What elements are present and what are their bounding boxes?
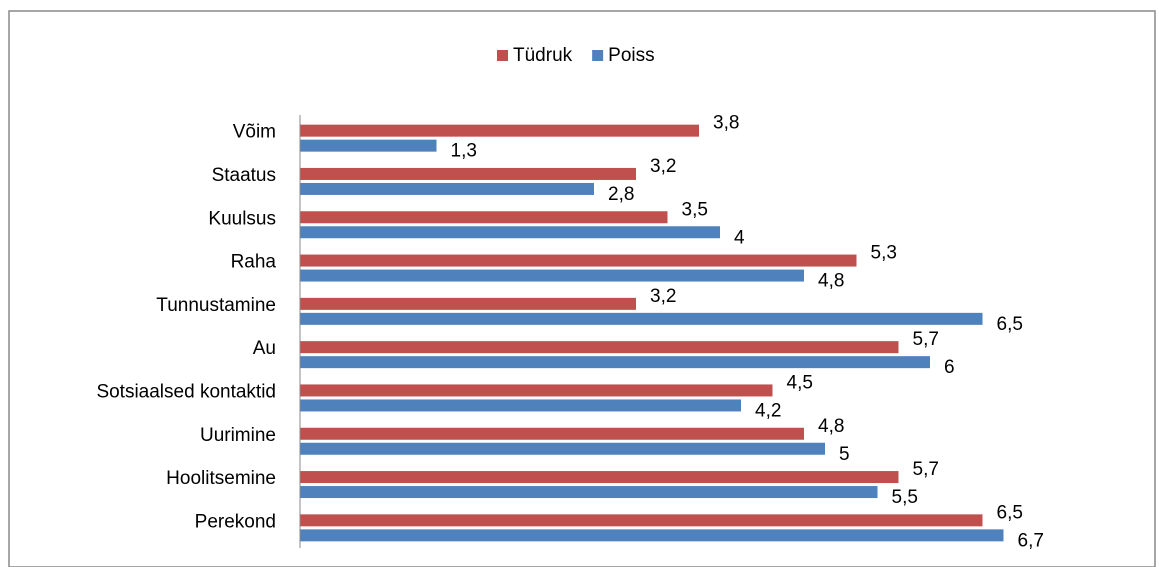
y-tick-label: Tunnustamine <box>156 295 276 316</box>
bar <box>300 139 437 152</box>
data-label: 5,3 <box>871 243 897 264</box>
bar <box>300 427 804 440</box>
bar <box>300 486 878 499</box>
bar <box>300 182 594 195</box>
bar <box>300 356 930 369</box>
bar <box>300 254 857 267</box>
bar <box>300 399 741 412</box>
data-label: 4,8 <box>818 271 844 292</box>
data-label: 3,5 <box>682 199 708 220</box>
legend-swatch <box>592 50 604 61</box>
bar <box>300 269 804 282</box>
data-label: 5,5 <box>892 487 918 508</box>
bar <box>300 471 899 484</box>
data-label: 6 <box>944 357 955 378</box>
bar <box>300 514 983 527</box>
data-label: 4,5 <box>787 372 813 393</box>
y-tick-label: Staatus <box>212 165 276 186</box>
bar <box>300 529 1004 542</box>
data-label: 5,7 <box>913 459 939 480</box>
data-label: 5 <box>839 444 850 465</box>
y-tick-label: Sotsiaalsed kontaktid <box>96 381 276 402</box>
data-label: 3,2 <box>650 156 676 177</box>
bar <box>300 124 699 137</box>
y-tick-label: Au <box>253 338 276 359</box>
data-label: 6,5 <box>997 314 1023 335</box>
data-label: 3,2 <box>650 286 676 307</box>
data-label: 5,7 <box>913 329 939 350</box>
bar <box>300 341 899 354</box>
data-label: 6,7 <box>1018 530 1044 551</box>
data-label: 2,8 <box>608 184 634 205</box>
y-tick-label: Hoolitsemine <box>166 468 276 489</box>
y-tick-label: Uurimine <box>200 425 276 446</box>
bar <box>300 167 636 180</box>
bar <box>300 297 636 310</box>
bar <box>300 384 773 397</box>
data-label: 3,8 <box>713 113 739 134</box>
y-tick-label: Perekond <box>195 511 276 532</box>
data-label: 4,8 <box>818 416 844 437</box>
legend-label: Tüdruk <box>513 45 573 66</box>
data-label: 4 <box>734 227 745 248</box>
bar <box>300 226 720 239</box>
y-tick-label: Võim <box>233 122 276 143</box>
y-tick-label: Kuulsus <box>208 208 276 229</box>
y-tick-label: Raha <box>231 252 277 273</box>
legend-label: Poiss <box>608 45 654 66</box>
data-label: 6,5 <box>997 502 1023 523</box>
data-label: 4,2 <box>755 400 781 421</box>
bar <box>300 442 825 455</box>
bar <box>300 211 668 224</box>
bar <box>300 312 983 325</box>
legend-swatch <box>497 50 508 61</box>
data-label: 1,3 <box>451 141 477 162</box>
